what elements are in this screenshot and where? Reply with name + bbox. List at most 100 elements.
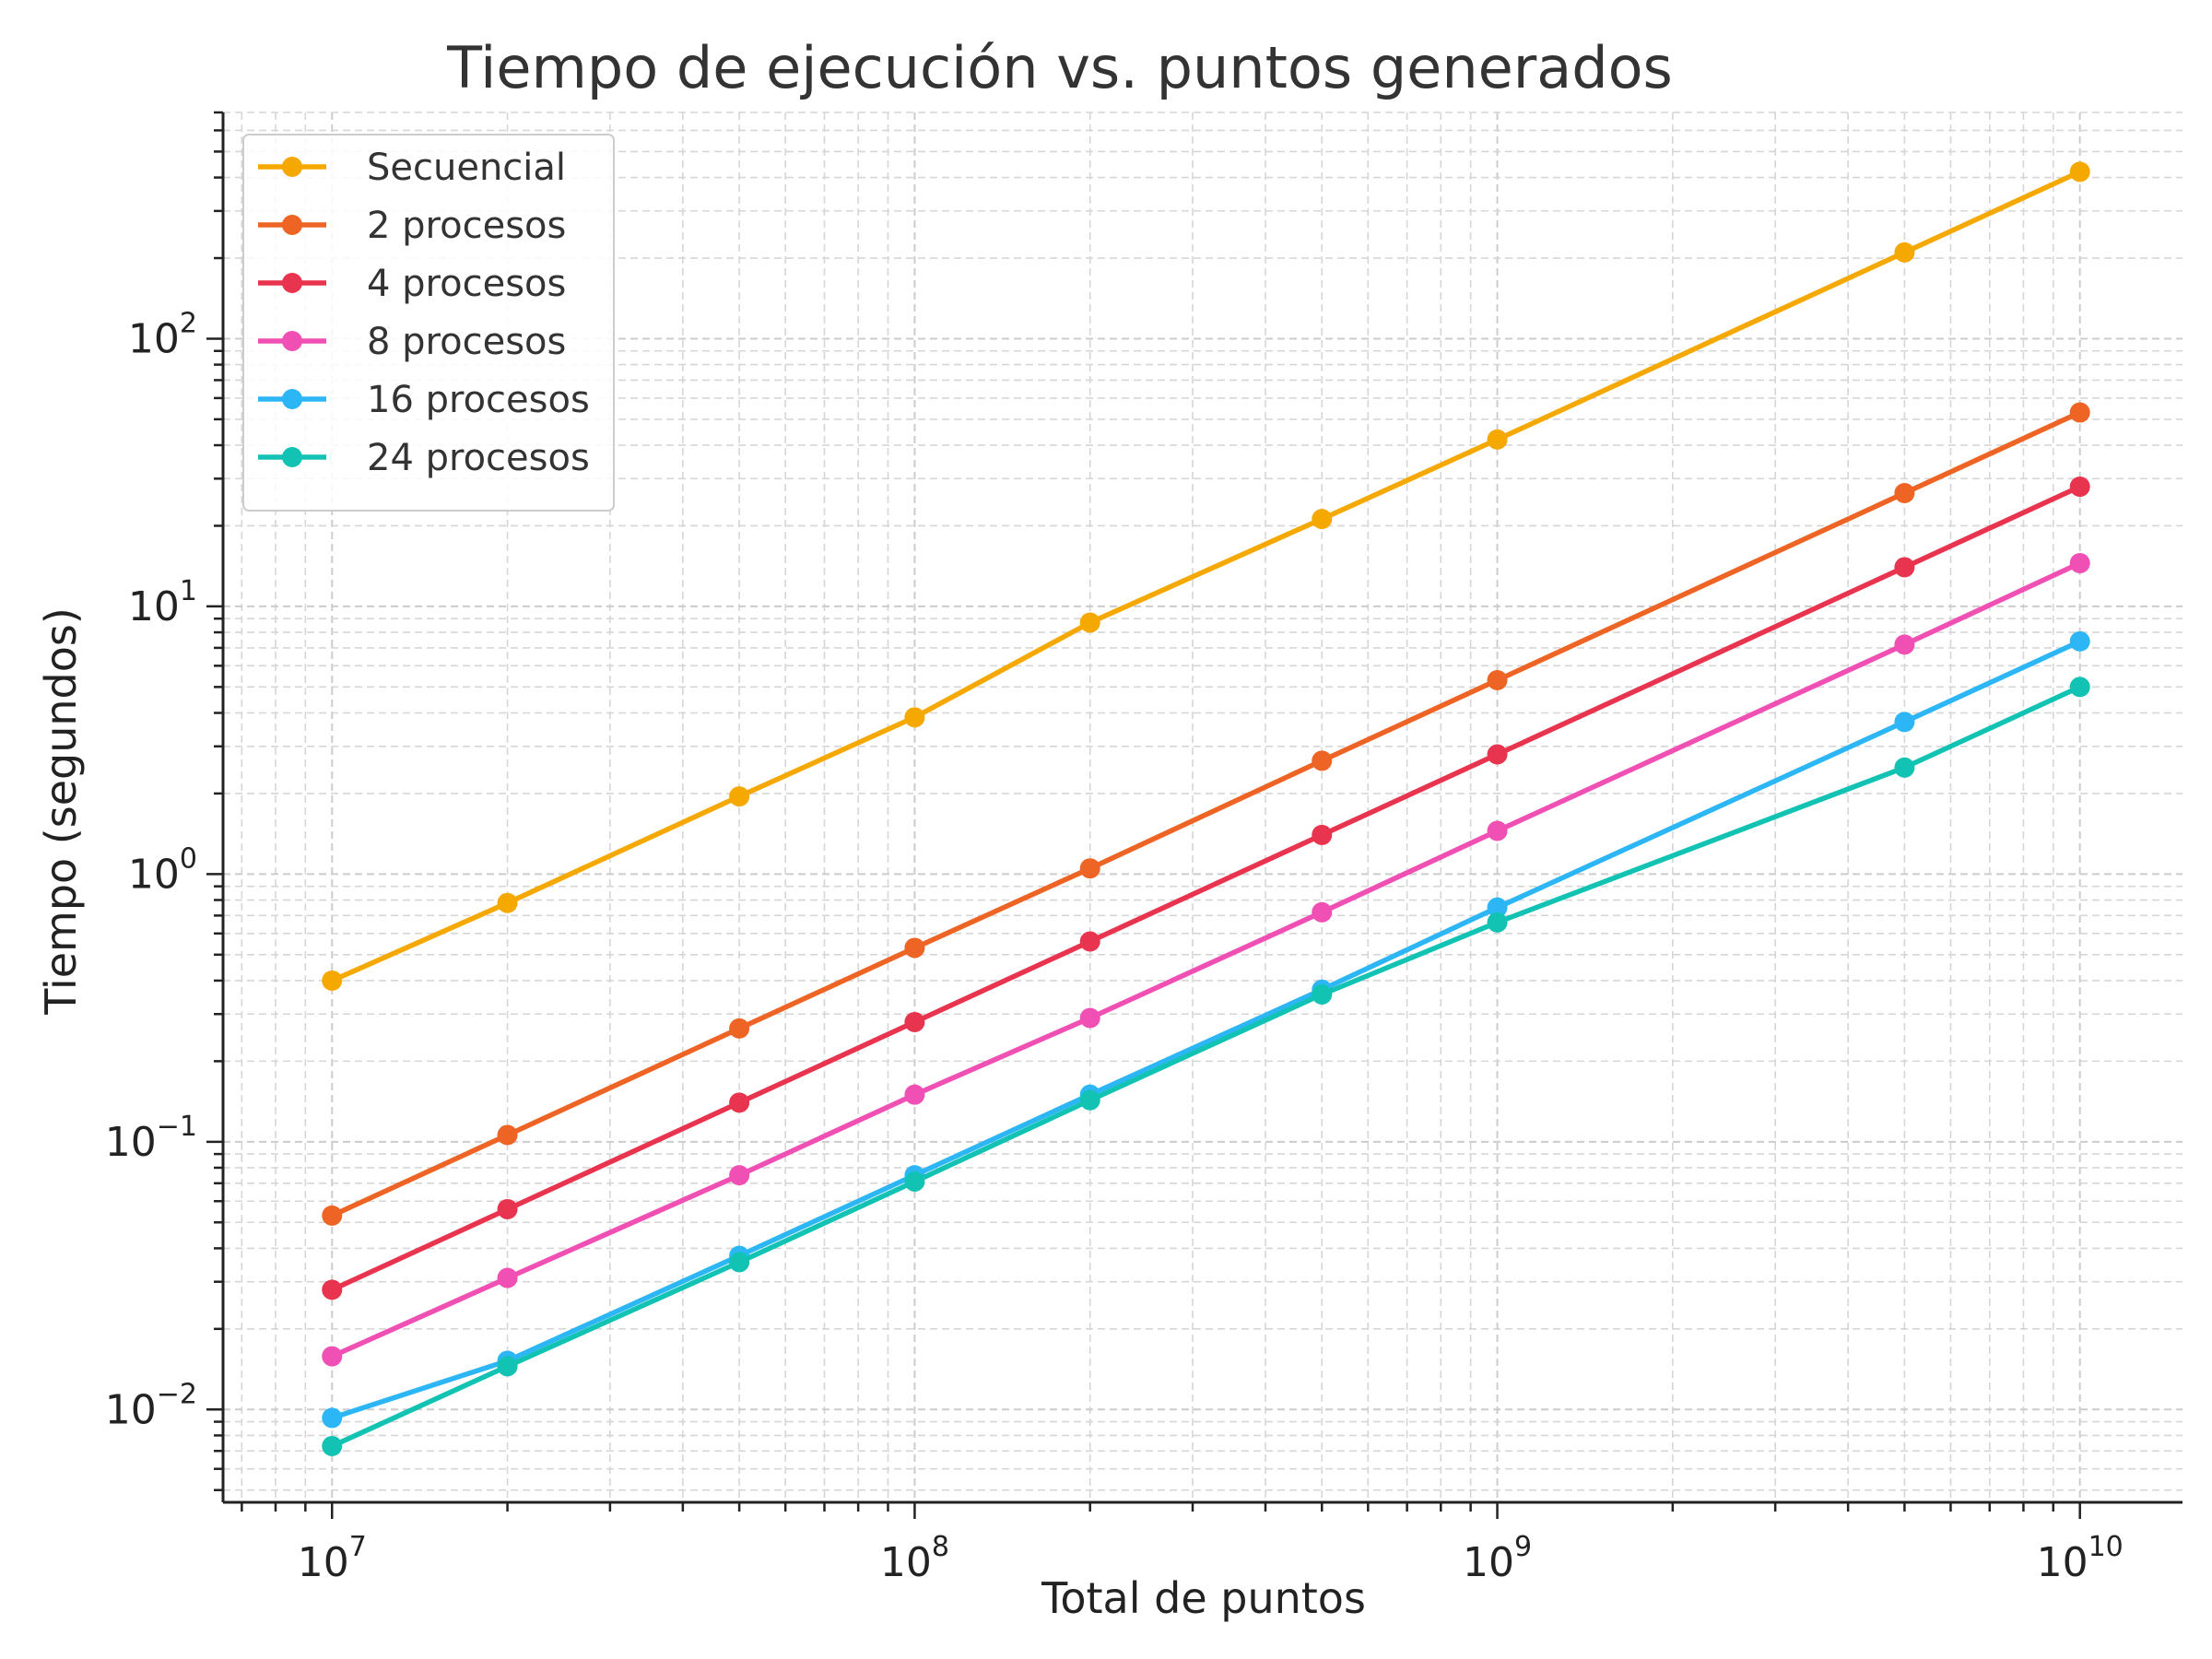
x-tick-label: 108 (880, 1531, 949, 1586)
data-point (1894, 557, 1915, 578)
data-point (1312, 750, 1333, 771)
y-tick-base: 10 (128, 583, 180, 630)
y-tick-base: 10 (128, 851, 180, 898)
series-2 (322, 477, 2090, 1300)
data-point (497, 1124, 518, 1146)
x-tick-label: 109 (1463, 1531, 1532, 1586)
y-tick-base: 10 (128, 315, 180, 362)
y-tick-exponent: −1 (157, 1111, 197, 1143)
data-point (1079, 931, 1100, 952)
x-tick-base: 10 (298, 1539, 349, 1586)
chart-title: Tiempo de ejecución vs. puntos generados (446, 34, 1673, 101)
series-line (329, 639, 2083, 1421)
data-point (1487, 912, 1508, 933)
series-layer (322, 161, 2090, 1456)
x-tick-label: 107 (298, 1531, 367, 1586)
data-point (1487, 669, 1508, 690)
data-point (497, 1267, 518, 1288)
data-point (1079, 1089, 1100, 1111)
data-point (497, 1198, 518, 1219)
y-tick-exponent: −2 (157, 1378, 197, 1410)
data-point (322, 1205, 343, 1226)
data-point (2069, 553, 2090, 574)
x-tick-label: 1010 (2037, 1531, 2124, 1586)
y-tick-exponent: 2 (180, 307, 197, 339)
x-tick-exponent: 9 (1514, 1531, 1532, 1563)
y-tick-exponent: 1 (180, 575, 197, 607)
legend: Secuencial 2 procesos 4 procesos 8 procesos… (242, 134, 615, 512)
series-line (329, 409, 2083, 1218)
x-tick-exponent: 7 (349, 1531, 367, 1563)
x-tick-base: 10 (1463, 1539, 1514, 1586)
legend-swatch-marker (282, 215, 302, 235)
data-point (1894, 634, 1915, 655)
data-point (322, 1435, 343, 1456)
data-point (322, 1279, 343, 1300)
data-point (904, 937, 925, 959)
data-point (1079, 1007, 1100, 1029)
x-tick-base: 10 (880, 1539, 932, 1586)
data-point (1312, 509, 1333, 530)
legend-label: 16 procesos (367, 379, 590, 421)
data-point (1894, 757, 1915, 778)
x-axis-label: Total de puntos (1041, 1573, 1366, 1623)
y-tick-label: 10−1 (105, 1111, 197, 1166)
data-point (1894, 712, 1915, 733)
y-tick-label: 101 (128, 575, 197, 630)
legend-label: 2 procesos (367, 205, 566, 247)
series-4 (322, 630, 2090, 1429)
legend-swatch-marker (282, 389, 302, 409)
y-tick-exponent: 0 (180, 842, 197, 875)
data-point (1312, 984, 1333, 1006)
data-point (729, 786, 750, 807)
y-tick-base: 10 (105, 1386, 157, 1433)
y-axis-label: Tiempo (segundos) (36, 607, 86, 1016)
data-point (2069, 630, 2090, 652)
y-tick-label: 102 (128, 307, 197, 362)
data-point (1312, 824, 1333, 845)
legend-swatch-marker (282, 447, 302, 467)
data-point (1079, 612, 1100, 633)
series-line (329, 560, 2083, 1359)
legend-label: Secuencial (367, 147, 566, 189)
data-point (904, 1171, 925, 1193)
axes (206, 111, 2183, 1519)
x-tick-exponent: 10 (2088, 1531, 2124, 1563)
series-0 (322, 161, 2090, 991)
legend-swatch-marker (282, 331, 302, 351)
data-point (1312, 901, 1333, 923)
data-point (2069, 402, 2090, 423)
data-point (1079, 858, 1100, 879)
legend-label: 8 procesos (367, 321, 566, 363)
data-point (1487, 744, 1508, 765)
data-point (2069, 161, 2090, 182)
legend-label: 4 procesos (367, 263, 566, 305)
legend-box (242, 134, 615, 512)
data-point (1487, 820, 1508, 841)
data-point (904, 1084, 925, 1105)
legend-item: 4 procesos (258, 263, 566, 305)
x-tick-base: 10 (2037, 1539, 2088, 1586)
legend-item: 2 procesos (258, 205, 566, 247)
data-point (904, 707, 925, 728)
legend-swatch-marker (282, 157, 302, 177)
series-1 (322, 402, 2090, 1226)
series-3 (322, 553, 2090, 1367)
legend-item: 16 procesos (258, 379, 590, 421)
y-tick-base: 10 (105, 1119, 157, 1166)
legend-swatch-marker (282, 273, 302, 293)
series-line (329, 684, 2083, 1449)
legend-item: Secuencial (258, 147, 566, 189)
legend-label: 24 procesos (367, 437, 590, 479)
legend-item: 24 procesos (258, 437, 590, 479)
data-point (1487, 897, 1508, 918)
data-point (2069, 677, 2090, 698)
y-tick-label: 10−2 (105, 1378, 197, 1433)
data-point (322, 1407, 343, 1429)
data-point (904, 1011, 925, 1032)
data-point (1487, 429, 1508, 450)
data-point (1894, 482, 1915, 503)
data-point (729, 1092, 750, 1113)
